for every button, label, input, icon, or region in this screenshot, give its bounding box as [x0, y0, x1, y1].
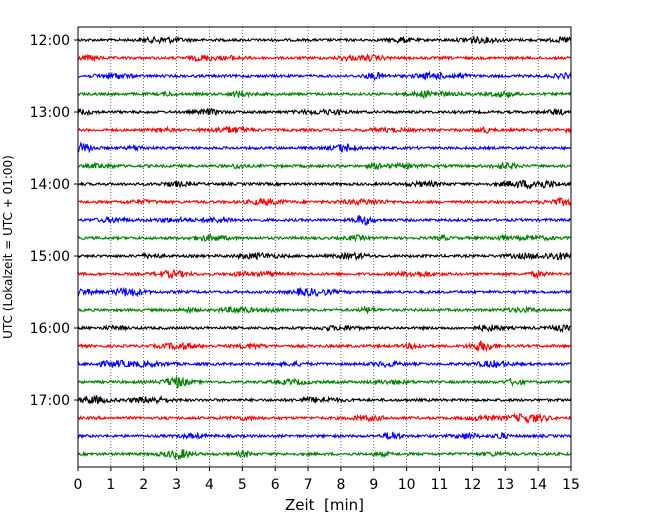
y-tick-label: 15:00 — [30, 249, 70, 265]
x-tick-label: 14 — [529, 477, 547, 493]
trace-line — [77, 323, 572, 334]
y-tick-label: 13:00 — [30, 105, 70, 121]
trace-line — [77, 179, 572, 190]
trace-line — [77, 359, 572, 369]
trace-line — [77, 412, 572, 425]
trace-line — [77, 89, 572, 100]
trace-line — [77, 286, 572, 298]
x-tick-label: 3 — [172, 477, 181, 493]
x-tick-label: 9 — [369, 477, 378, 493]
y-tick-label: 12:00 — [30, 33, 70, 49]
x-tick-label: 15 — [562, 477, 580, 493]
x-tick-label: 8 — [336, 477, 345, 493]
x-tick-label: 11 — [431, 477, 449, 493]
plot-frame — [77, 26, 572, 468]
trace-line — [77, 70, 572, 82]
y-axis-label: UTC (Lokalzeit = UTC + 01:00) — [1, 155, 15, 339]
trace-line — [78, 125, 572, 135]
trace-line — [77, 52, 571, 63]
x-tick-label: 1 — [106, 477, 115, 493]
trace-line — [77, 449, 572, 461]
trace-line — [77, 196, 572, 207]
x-axis: 0 1 2 3 4 5 6 7 8 9 10 11 12 13 14 15 — [74, 467, 580, 493]
plot-background — [78, 27, 571, 467]
x-tick-label: 7 — [304, 477, 313, 493]
trace-line — [77, 141, 572, 154]
trace-line — [77, 214, 572, 227]
trace-group — [77, 35, 572, 461]
trace-line — [77, 376, 572, 390]
trace-line — [77, 340, 572, 353]
grid-lines — [110, 27, 539, 467]
y-tick-label: 17:00 — [30, 393, 70, 409]
trace-line — [77, 394, 572, 406]
x-tick-label: 12 — [463, 477, 481, 493]
y-axis: 12:00 13:00 14:00 15:00 16:00 17:00 — [30, 33, 78, 409]
trace-line — [77, 160, 572, 171]
x-tick-label: 2 — [139, 477, 148, 493]
trace-line — [77, 251, 572, 262]
trace-line — [77, 268, 572, 280]
trace-line — [77, 431, 572, 441]
x-tick-label: 4 — [205, 477, 214, 493]
x-tick-label: 10 — [398, 477, 416, 493]
trace-line — [77, 107, 572, 117]
x-axis-label: Zeit [min] — [285, 496, 364, 514]
y-tick-label: 16:00 — [30, 321, 70, 337]
trace-line — [77, 35, 572, 45]
x-tick-label: 5 — [238, 477, 247, 493]
x-tick-label: 6 — [271, 477, 280, 493]
y-tick-label: 14:00 — [30, 177, 70, 193]
trace-line — [77, 232, 572, 243]
x-tick-label: 0 — [74, 477, 83, 493]
trace-line — [77, 305, 572, 315]
x-tick-label: 13 — [496, 477, 514, 493]
